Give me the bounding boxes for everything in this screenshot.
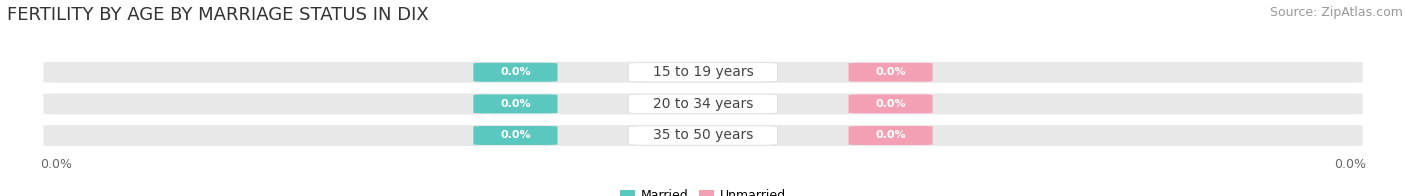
Text: 0.0%: 0.0% (501, 99, 530, 109)
FancyBboxPatch shape (849, 126, 932, 145)
FancyBboxPatch shape (849, 94, 932, 113)
Text: 0.0%: 0.0% (501, 131, 530, 141)
FancyBboxPatch shape (628, 94, 778, 113)
FancyBboxPatch shape (474, 63, 558, 82)
FancyBboxPatch shape (474, 94, 558, 113)
Text: 0.0%: 0.0% (501, 67, 530, 77)
Text: 0.0%: 0.0% (876, 67, 905, 77)
FancyBboxPatch shape (628, 63, 778, 82)
FancyBboxPatch shape (849, 63, 932, 82)
Text: 20 to 34 years: 20 to 34 years (652, 97, 754, 111)
Text: 35 to 50 years: 35 to 50 years (652, 129, 754, 142)
FancyBboxPatch shape (474, 126, 558, 145)
Text: 15 to 19 years: 15 to 19 years (652, 65, 754, 79)
Text: 0.0%: 0.0% (876, 131, 905, 141)
Legend: Married, Unmarried: Married, Unmarried (614, 184, 792, 196)
FancyBboxPatch shape (44, 125, 1362, 146)
Text: Source: ZipAtlas.com: Source: ZipAtlas.com (1270, 6, 1403, 19)
Text: FERTILITY BY AGE BY MARRIAGE STATUS IN DIX: FERTILITY BY AGE BY MARRIAGE STATUS IN D… (7, 6, 429, 24)
Text: 0.0%: 0.0% (876, 99, 905, 109)
FancyBboxPatch shape (628, 126, 778, 145)
FancyBboxPatch shape (44, 62, 1362, 83)
FancyBboxPatch shape (44, 93, 1362, 114)
